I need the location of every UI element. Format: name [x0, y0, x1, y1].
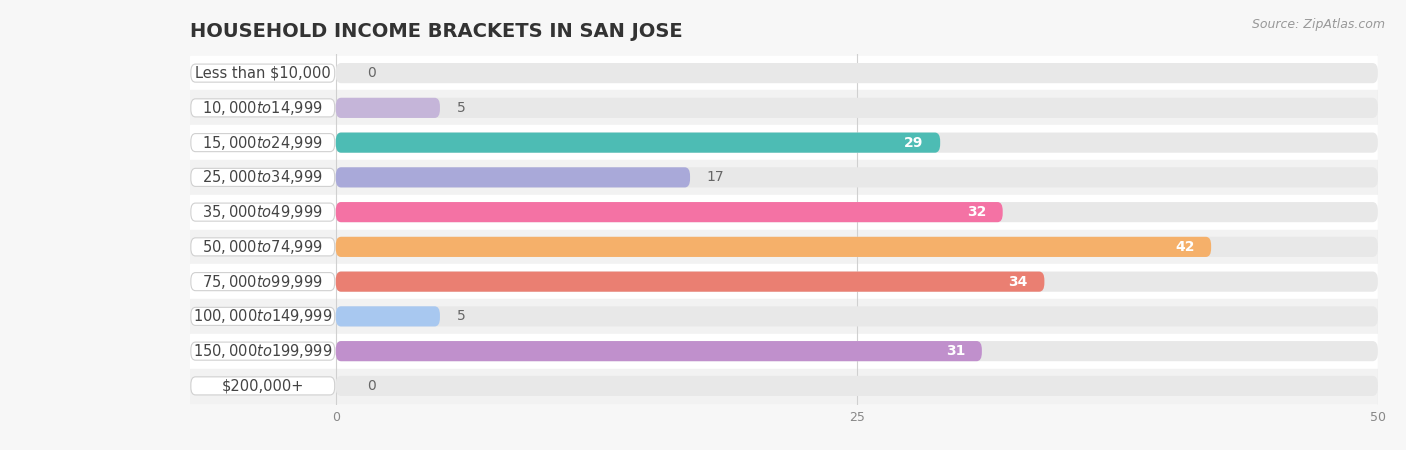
- Bar: [190, 264, 1378, 299]
- FancyBboxPatch shape: [191, 238, 335, 256]
- Text: $10,000 to $14,999: $10,000 to $14,999: [202, 99, 323, 117]
- Text: Source: ZipAtlas.com: Source: ZipAtlas.com: [1251, 18, 1385, 31]
- Text: $15,000 to $24,999: $15,000 to $24,999: [202, 134, 323, 152]
- Text: 31: 31: [946, 344, 965, 358]
- FancyBboxPatch shape: [191, 307, 335, 325]
- Text: $150,000 to $199,999: $150,000 to $199,999: [193, 342, 332, 360]
- Text: 5: 5: [457, 101, 465, 115]
- Text: 34: 34: [1008, 274, 1028, 288]
- FancyBboxPatch shape: [336, 63, 1378, 83]
- FancyBboxPatch shape: [191, 168, 335, 186]
- FancyBboxPatch shape: [336, 98, 1378, 118]
- Bar: [190, 160, 1378, 195]
- FancyBboxPatch shape: [191, 342, 335, 360]
- FancyBboxPatch shape: [336, 237, 1211, 257]
- Text: 0: 0: [367, 379, 375, 393]
- FancyBboxPatch shape: [336, 271, 1378, 292]
- Text: $25,000 to $34,999: $25,000 to $34,999: [202, 168, 323, 186]
- Bar: [190, 56, 1378, 90]
- FancyBboxPatch shape: [336, 271, 1045, 292]
- Text: $75,000 to $99,999: $75,000 to $99,999: [202, 273, 323, 291]
- Text: 5: 5: [457, 310, 465, 324]
- FancyBboxPatch shape: [336, 306, 440, 326]
- Text: $35,000 to $49,999: $35,000 to $49,999: [202, 203, 323, 221]
- Text: $50,000 to $74,999: $50,000 to $74,999: [202, 238, 323, 256]
- FancyBboxPatch shape: [191, 377, 335, 395]
- FancyBboxPatch shape: [191, 64, 335, 82]
- FancyBboxPatch shape: [336, 202, 1378, 222]
- FancyBboxPatch shape: [191, 99, 335, 117]
- Bar: [190, 369, 1378, 403]
- Text: 17: 17: [707, 171, 724, 184]
- Bar: [190, 299, 1378, 334]
- FancyBboxPatch shape: [191, 134, 335, 152]
- FancyBboxPatch shape: [336, 167, 1378, 188]
- FancyBboxPatch shape: [336, 167, 690, 188]
- Bar: [190, 90, 1378, 125]
- FancyBboxPatch shape: [336, 376, 1378, 396]
- Bar: [190, 195, 1378, 230]
- FancyBboxPatch shape: [336, 98, 440, 118]
- FancyBboxPatch shape: [336, 341, 981, 361]
- FancyBboxPatch shape: [191, 273, 335, 291]
- Text: 32: 32: [967, 205, 986, 219]
- Bar: [190, 230, 1378, 264]
- Text: $200,000+: $200,000+: [222, 378, 304, 393]
- FancyBboxPatch shape: [336, 237, 1378, 257]
- Text: Less than $10,000: Less than $10,000: [195, 66, 330, 81]
- FancyBboxPatch shape: [336, 306, 1378, 326]
- Text: 42: 42: [1175, 240, 1195, 254]
- Bar: [190, 334, 1378, 369]
- Text: HOUSEHOLD INCOME BRACKETS IN SAN JOSE: HOUSEHOLD INCOME BRACKETS IN SAN JOSE: [190, 22, 682, 41]
- FancyBboxPatch shape: [336, 202, 1002, 222]
- FancyBboxPatch shape: [336, 133, 1378, 153]
- FancyBboxPatch shape: [191, 203, 335, 221]
- Text: $100,000 to $149,999: $100,000 to $149,999: [193, 307, 332, 325]
- Text: 29: 29: [904, 135, 924, 149]
- Text: 0: 0: [367, 66, 375, 80]
- FancyBboxPatch shape: [336, 341, 1378, 361]
- Bar: [190, 125, 1378, 160]
- FancyBboxPatch shape: [336, 133, 941, 153]
